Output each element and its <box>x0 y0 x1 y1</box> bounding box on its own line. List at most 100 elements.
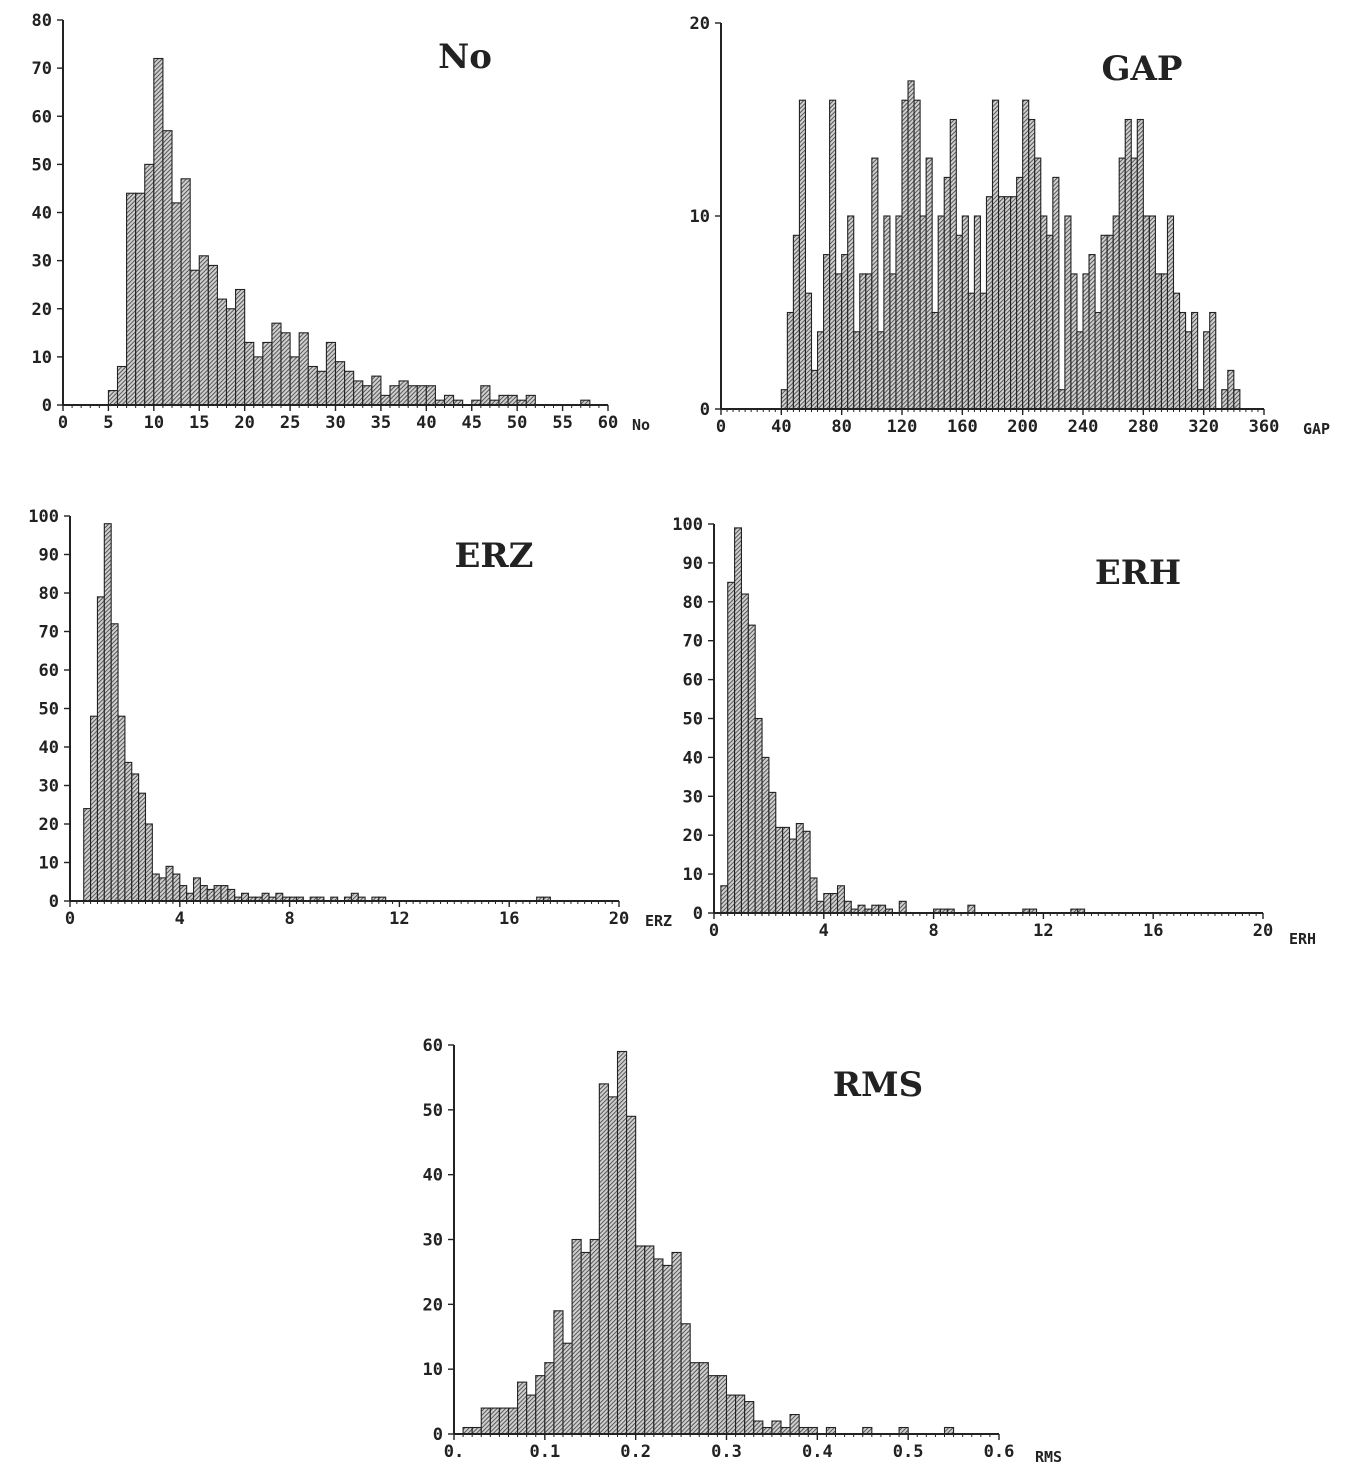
histogram-bar <box>883 215 891 410</box>
y-tick-label: 100 <box>28 507 59 527</box>
histogram-bar <box>227 888 236 902</box>
histogram-bar <box>798 99 807 410</box>
histogram-bar <box>843 900 852 914</box>
histogram-bar <box>526 1394 537 1435</box>
histogram-bar <box>789 1414 800 1435</box>
x-tick-label: 0.3 <box>711 1442 742 1462</box>
histogram-bar <box>571 1238 582 1435</box>
histogram-bar <box>1100 234 1108 410</box>
x-axis-label: ERH <box>1289 930 1316 948</box>
histogram-bar <box>802 830 811 914</box>
histogram-bar <box>768 791 777 914</box>
histogram-bar <box>1185 331 1193 410</box>
histogram-bar <box>782 826 791 914</box>
x-tick-label: 25 <box>280 413 300 433</box>
x-tick-label: 0 <box>709 921 719 941</box>
histogram-bar <box>1040 215 1048 410</box>
histogram-bar <box>153 57 164 406</box>
histogram-bar <box>747 624 756 914</box>
histogram-bar <box>1112 215 1120 410</box>
histogram-bar <box>1082 273 1090 410</box>
x-tick-label: 4 <box>175 909 185 929</box>
histogram-bar <box>1142 215 1150 410</box>
histogram-bar <box>580 1251 591 1435</box>
bars <box>83 523 551 902</box>
histogram-bar <box>1094 311 1102 410</box>
histogram-bar <box>525 394 536 406</box>
y-tick-label: 70 <box>683 632 703 652</box>
histogram-bar <box>199 885 208 902</box>
histogram-bar <box>644 1245 655 1435</box>
y-tick-label: 10 <box>32 348 52 368</box>
histogram-bar <box>1221 389 1229 410</box>
histogram-bar <box>298 332 309 406</box>
histogram-bar <box>171 202 182 406</box>
histogram-bar <box>498 1407 510 1435</box>
histogram-bar <box>804 292 813 410</box>
y-tick-label: 40 <box>32 204 52 224</box>
histogram-bar <box>207 264 218 406</box>
y-tick-label: 10 <box>690 207 710 227</box>
histogram-bar <box>498 394 509 406</box>
histogram-bar <box>280 332 291 406</box>
histogram-bar <box>261 892 270 902</box>
histogram-bar <box>535 1375 546 1435</box>
histogram-bar <box>353 380 364 406</box>
histogram-bar <box>878 904 887 914</box>
histogram-bar <box>598 1083 609 1435</box>
histogram-bar <box>1058 389 1066 410</box>
chart-title: RMS <box>833 1065 923 1105</box>
histogram-bar <box>1209 311 1217 410</box>
histogram-bar <box>780 389 788 410</box>
y-tick-label: 0 <box>433 1425 443 1445</box>
histogram-bar <box>889 273 897 410</box>
x-tick-label: 20 <box>609 909 629 929</box>
histogram-bar <box>206 888 215 902</box>
y-tick-label: 40 <box>683 748 703 768</box>
chart-title: ERZ <box>455 536 534 576</box>
histogram-bar <box>753 1420 764 1435</box>
histogram-bar <box>350 892 359 902</box>
x-tick-label: 0 <box>65 909 75 929</box>
y-tick-label: 0 <box>49 892 59 912</box>
histogram-bar <box>979 292 988 410</box>
x-tick-label: 12 <box>389 909 409 929</box>
histogram-bar <box>1064 215 1072 410</box>
x-tick-label: 5 <box>103 413 113 433</box>
histogram-bar <box>1076 331 1084 410</box>
histogram-gap: 0 40 80 120 160 200 240 280 320 360 0 10 20 GAP GAP <box>690 14 1331 438</box>
histogram-bar <box>841 254 849 410</box>
histogram-bar <box>1130 157 1138 410</box>
x-tick-label: 80 <box>831 417 851 437</box>
histogram-bar <box>126 192 137 406</box>
y-tick-label: 70 <box>32 59 52 79</box>
histogram-bar <box>1203 331 1211 410</box>
histogram-erz: 0 4 8 12 16 20 0 10 20 30 40 50 60 70 80 90 100 ERZ ERZ <box>28 507 672 930</box>
histogram-bar <box>809 877 818 914</box>
x-tick-label: 280 <box>1128 417 1159 437</box>
histogram-bar <box>754 717 763 914</box>
histogram-bar <box>734 527 743 914</box>
histogram-bar <box>895 215 903 410</box>
histogram-bar <box>1016 176 1024 410</box>
histogram-bar <box>973 215 981 410</box>
histogram-bar <box>853 331 861 410</box>
histogram-bar <box>735 1394 746 1435</box>
x-tick-label: 0.4 <box>802 1442 833 1462</box>
histogram-bar <box>1227 369 1235 410</box>
histogram-bar <box>835 273 843 410</box>
histogram-bar <box>138 792 147 902</box>
y-tick-label: 50 <box>423 1101 443 1121</box>
histogram-bar <box>871 157 879 410</box>
x-tick-label: 0 <box>58 413 68 433</box>
y-tick-label: 60 <box>683 671 703 691</box>
histogram-bar <box>480 1407 491 1435</box>
histogram-bar <box>124 761 133 902</box>
x-tick-label: 360 <box>1249 417 1280 437</box>
x-tick-label: 40 <box>416 413 436 433</box>
x-tick-label: 40 <box>771 417 791 437</box>
histogram-bar <box>727 581 736 914</box>
histogram-bar <box>135 192 146 406</box>
histogram-bar <box>925 157 933 410</box>
